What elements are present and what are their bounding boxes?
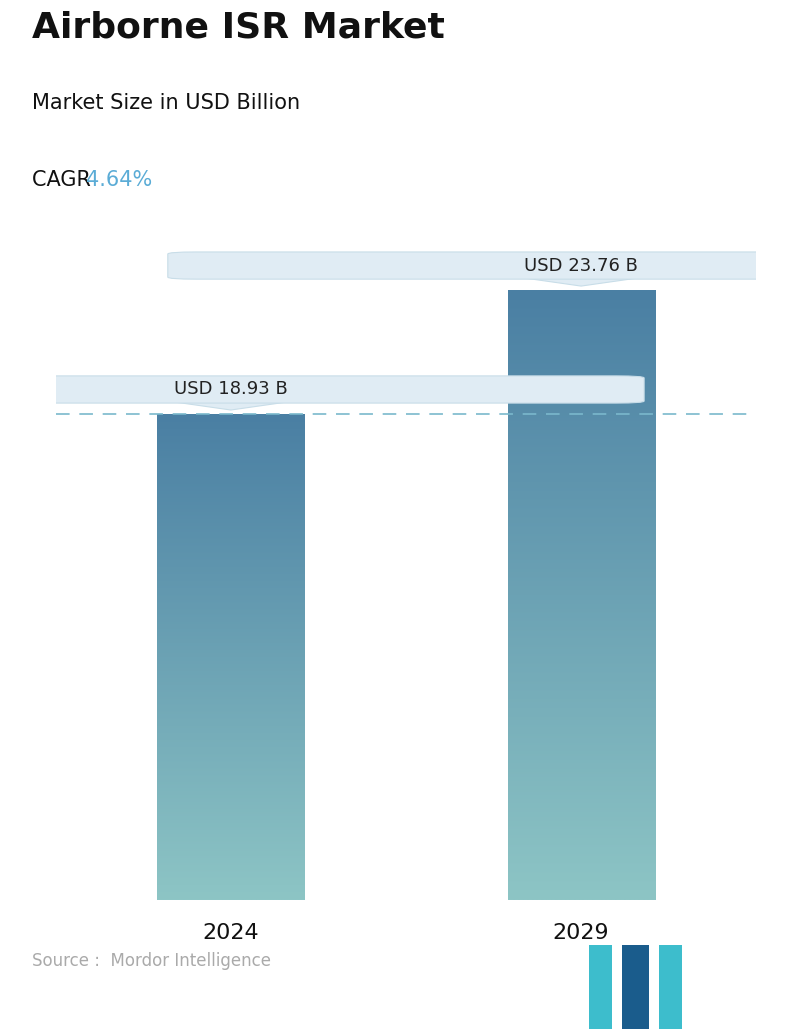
Text: Airborne ISR Market: Airborne ISR Market: [32, 10, 445, 44]
FancyBboxPatch shape: [168, 252, 796, 279]
Text: Source :  Mordor Intelligence: Source : Mordor Intelligence: [32, 952, 271, 970]
FancyBboxPatch shape: [0, 376, 644, 403]
Text: 4.64%: 4.64%: [86, 170, 152, 189]
Text: CAGR: CAGR: [32, 170, 97, 189]
Text: 2029: 2029: [552, 922, 610, 943]
Polygon shape: [589, 945, 612, 1029]
FancyBboxPatch shape: [514, 275, 648, 278]
Polygon shape: [518, 277, 644, 286]
Text: USD 18.93 B: USD 18.93 B: [174, 381, 287, 398]
FancyBboxPatch shape: [164, 399, 298, 402]
Polygon shape: [659, 945, 682, 1029]
Text: 2024: 2024: [202, 922, 259, 943]
Text: USD 23.76 B: USD 23.76 B: [524, 256, 638, 275]
Polygon shape: [168, 401, 294, 410]
Polygon shape: [622, 945, 650, 1029]
Text: Market Size in USD Billion: Market Size in USD Billion: [32, 93, 300, 113]
